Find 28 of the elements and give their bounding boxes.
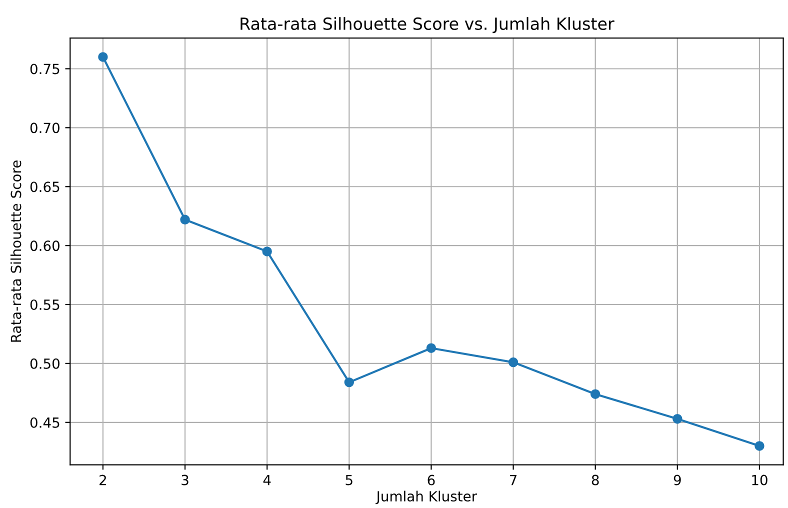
x-tick-label: 2: [100, 474, 106, 486]
point: [426, 343, 436, 353]
x-tick-label: 10: [752, 474, 768, 486]
y-tick-label: 0.55: [30, 299, 60, 310]
point: [98, 52, 108, 62]
y-tick-label: 0.60: [30, 240, 60, 252]
x-axis-title: Jumlah Kluster: [376, 490, 478, 504]
chart-title: Rata-rata Silhouette Score vs. Jumlah Kluster: [240, 17, 614, 34]
point: [262, 246, 272, 256]
point: [754, 441, 764, 451]
x-tick-label: 7: [510, 474, 517, 486]
point: [672, 414, 682, 424]
y-tick-label: 0.45: [30, 417, 60, 428]
x-tick-label: 6: [428, 474, 435, 486]
x-tick-label: 5: [346, 474, 352, 486]
x-tick-label: 8: [592, 474, 599, 486]
y-axis-title: Rata-rata Silhouette Score: [10, 160, 22, 342]
y-tick-label: 0.50: [30, 358, 60, 369]
point: [344, 377, 354, 388]
point: [180, 214, 190, 224]
x-tick-label: 4: [263, 474, 271, 486]
y-tick-label: 0.75: [30, 64, 60, 74]
y-tick-label: 0.65: [30, 182, 60, 192]
y-tick-label: 0.70: [30, 122, 60, 134]
x-tick-label: 9: [674, 474, 681, 486]
point: [590, 389, 600, 399]
x-tick-label: 3: [182, 474, 188, 486]
point: [508, 357, 518, 368]
